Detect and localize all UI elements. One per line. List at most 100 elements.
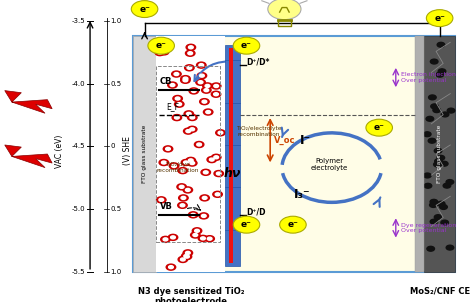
Bar	[415, 36, 424, 272]
Circle shape	[427, 10, 453, 27]
Circle shape	[190, 116, 195, 119]
Circle shape	[203, 109, 213, 115]
Circle shape	[211, 83, 221, 89]
Text: I⁻: I⁻	[300, 134, 311, 147]
Text: TiO₂/dye
recombination: TiO₂/dye recombination	[156, 162, 199, 173]
Text: -3.5: -3.5	[72, 18, 85, 24]
Circle shape	[181, 76, 190, 82]
Text: e⁻: e⁻	[288, 220, 298, 229]
Circle shape	[440, 204, 447, 209]
Circle shape	[157, 51, 162, 54]
Circle shape	[435, 159, 442, 164]
Circle shape	[201, 237, 205, 240]
Circle shape	[178, 256, 188, 262]
Text: e⁻: e⁻	[434, 14, 445, 23]
Circle shape	[202, 196, 207, 199]
Circle shape	[424, 173, 431, 178]
Circle shape	[190, 162, 195, 165]
Circle shape	[268, 0, 301, 20]
Circle shape	[203, 83, 212, 89]
Text: MoS₂/CNF CE: MoS₂/CNF CE	[410, 287, 470, 296]
Circle shape	[206, 111, 210, 114]
Circle shape	[437, 155, 445, 160]
Circle shape	[175, 97, 180, 100]
Circle shape	[200, 74, 204, 77]
Text: -4.5: -4.5	[72, 143, 85, 149]
Text: e⁻: e⁻	[241, 220, 252, 229]
Polygon shape	[5, 91, 52, 113]
Circle shape	[201, 169, 210, 175]
Bar	[133, 36, 455, 272]
Circle shape	[159, 49, 169, 55]
Circle shape	[192, 228, 202, 234]
Circle shape	[174, 101, 184, 107]
Circle shape	[169, 266, 173, 269]
Circle shape	[207, 156, 217, 162]
Circle shape	[186, 44, 196, 50]
Circle shape	[168, 234, 178, 240]
Circle shape	[441, 112, 449, 117]
Circle shape	[166, 264, 176, 270]
Circle shape	[191, 89, 196, 92]
Circle shape	[424, 183, 432, 188]
Text: e⁻: e⁻	[374, 123, 384, 132]
Text: Electron injection
Over potential: Electron injection Over potential	[401, 72, 456, 83]
Circle shape	[434, 148, 442, 153]
Circle shape	[434, 162, 441, 167]
Circle shape	[188, 126, 197, 132]
Text: FTO glass substrate: FTO glass substrate	[437, 125, 442, 183]
Circle shape	[178, 202, 187, 208]
Circle shape	[177, 184, 186, 190]
Circle shape	[201, 87, 211, 93]
Circle shape	[189, 46, 193, 49]
Circle shape	[172, 71, 181, 77]
Circle shape	[181, 159, 191, 165]
Circle shape	[194, 142, 204, 148]
Circle shape	[185, 65, 194, 71]
Circle shape	[160, 47, 169, 53]
Circle shape	[172, 164, 176, 167]
Circle shape	[188, 52, 192, 55]
Text: -5.5: -5.5	[72, 269, 85, 275]
Circle shape	[438, 201, 445, 206]
Bar	[133, 36, 156, 272]
Circle shape	[202, 100, 207, 103]
Circle shape	[199, 213, 209, 219]
Text: CB: CB	[160, 76, 172, 85]
Text: Dye regeneration
Over potential: Dye regeneration Over potential	[401, 223, 456, 233]
Circle shape	[198, 81, 203, 84]
Circle shape	[436, 72, 444, 77]
Text: hν: hν	[224, 167, 241, 180]
Circle shape	[183, 161, 188, 164]
Circle shape	[429, 203, 437, 207]
Text: D⁺/D: D⁺/D	[246, 208, 266, 217]
Text: VAC (eV): VAC (eV)	[55, 134, 64, 168]
Circle shape	[188, 114, 197, 120]
Circle shape	[446, 245, 454, 250]
Circle shape	[366, 119, 392, 136]
Circle shape	[174, 72, 179, 76]
Text: 1.0: 1.0	[110, 269, 122, 275]
Circle shape	[197, 72, 207, 79]
Circle shape	[181, 258, 185, 261]
Bar	[156, 66, 220, 242]
Circle shape	[179, 185, 184, 188]
Circle shape	[156, 197, 166, 203]
Text: FTO glass substrate: FTO glass substrate	[142, 125, 147, 183]
Circle shape	[162, 161, 166, 164]
Circle shape	[215, 193, 220, 196]
Circle shape	[185, 50, 195, 56]
Circle shape	[169, 163, 179, 169]
Circle shape	[428, 138, 436, 143]
Circle shape	[218, 131, 223, 134]
Circle shape	[187, 66, 192, 69]
Circle shape	[171, 236, 175, 239]
Circle shape	[173, 95, 182, 101]
Circle shape	[181, 169, 185, 172]
Circle shape	[189, 212, 198, 218]
Circle shape	[162, 50, 166, 53]
Circle shape	[233, 37, 260, 54]
Circle shape	[168, 82, 177, 88]
Circle shape	[195, 229, 200, 232]
Circle shape	[428, 95, 436, 100]
